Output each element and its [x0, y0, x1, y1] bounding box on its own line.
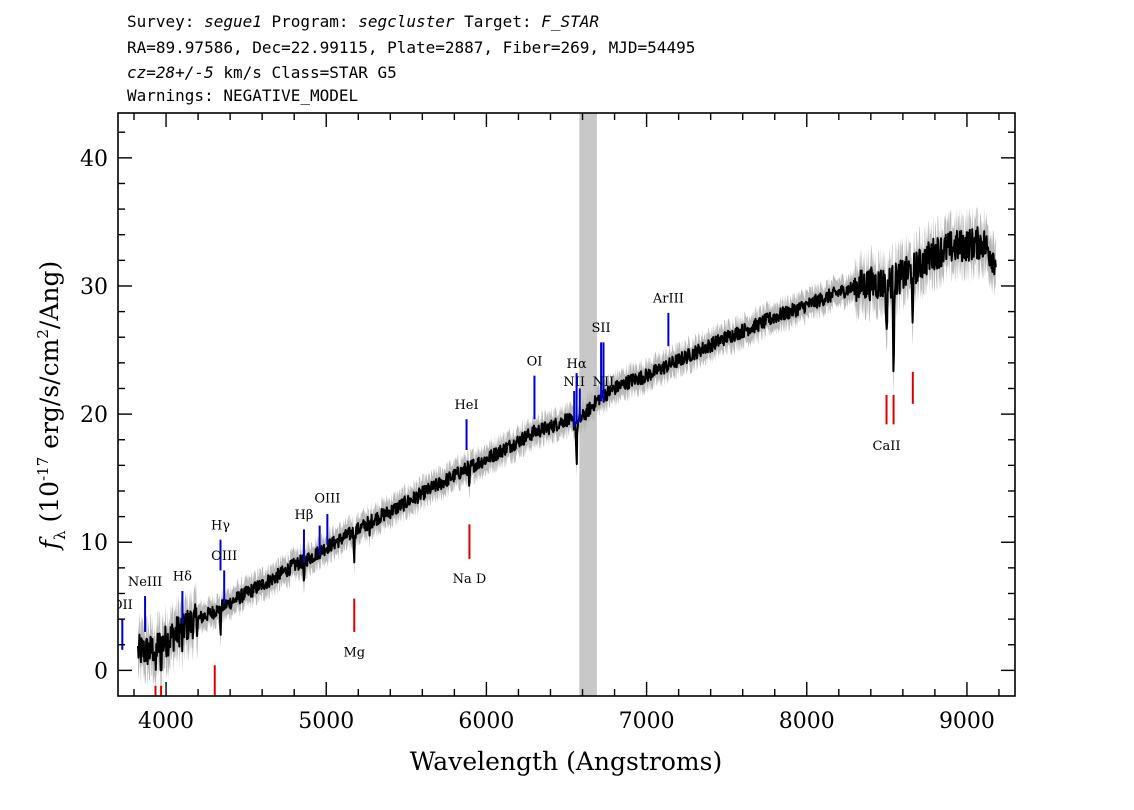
- header-line-warnings: Warnings: NEGATIVE_MODEL: [127, 86, 358, 105]
- cz-rest: km/s Class=STAR G5: [214, 63, 397, 82]
- y-tick-label: 0: [94, 659, 108, 684]
- y-axis-title: fλ (10-17 erg/s/cm2/Ang): [34, 261, 69, 551]
- y-tick-label: 40: [80, 147, 108, 172]
- emission-line-label: Hγ: [211, 518, 230, 533]
- emission-line-label: OIII: [211, 549, 237, 564]
- y-axis-unit-close: /Ang): [35, 261, 64, 329]
- x-tick-label: 4000: [138, 709, 194, 734]
- emission-line-label: NeIII: [128, 575, 162, 590]
- emission-line-label: OIII: [314, 492, 340, 507]
- plot-frame: [117, 112, 1016, 697]
- y-axis-unit-mid: erg/s/cm: [35, 338, 64, 456]
- y-axis-exponent: -17: [34, 457, 52, 481]
- x-tick-label: 5000: [298, 709, 354, 734]
- x-axis-title: Wavelength (Angstroms): [410, 747, 722, 776]
- header-line-survey: Survey: segue1 Program: segcluster Targe…: [127, 12, 599, 31]
- emission-line-label: NII: [563, 375, 585, 390]
- emission-line-label: OI: [527, 354, 543, 369]
- x-tick-label: 8000: [779, 709, 835, 734]
- flux-line: [137, 226, 997, 672]
- emission-line-label: NII: [593, 375, 615, 390]
- header-line-redshift: cz=28+/-5 km/s Class=STAR G5: [127, 63, 397, 82]
- header-line-coords: RA=89.97586, Dec=22.99115, Plate=2887, F…: [127, 38, 695, 57]
- x-tick-label: 6000: [458, 709, 514, 734]
- y-tick-label: 20: [80, 403, 108, 428]
- emission-line-label: SII: [592, 321, 611, 336]
- emission-line-label: ArIII: [652, 292, 684, 307]
- program-prefix: Program:: [262, 12, 358, 31]
- target-prefix: Target:: [455, 12, 542, 31]
- y-axis-symbol: f: [35, 536, 64, 551]
- emission-line-label: Hδ: [173, 570, 192, 585]
- survey-value: segue1: [204, 12, 262, 31]
- y-axis-unit-open: (10: [35, 481, 64, 531]
- axis-ticks: 4000 5000 6000 7000 8000 9000 0 10 20 30 40: [80, 113, 1015, 734]
- emission-line-label: OII: [112, 598, 133, 613]
- absorption-line-label: Mg: [343, 645, 365, 660]
- target-value: F_STAR: [541, 12, 599, 31]
- x-tick-label: 7000: [619, 709, 675, 734]
- emission-line-label: HeI: [454, 398, 478, 413]
- y-tick-label: 10: [80, 531, 108, 556]
- absorption-line-label: CaII: [873, 439, 901, 454]
- flux-error-band: [138, 204, 996, 694]
- program-value: segcluster: [358, 12, 455, 31]
- cz-value: cz=28+/-5: [127, 63, 214, 82]
- y-axis-sq: 2: [34, 329, 52, 339]
- survey-prefix: Survey:: [127, 12, 204, 31]
- y-tick-label: 30: [80, 275, 108, 300]
- y-axis-subscript: λ: [51, 530, 69, 540]
- x-tick-label: 9000: [939, 709, 995, 734]
- emission-line-label: Hβ: [295, 508, 314, 523]
- absorption-line-label: Na D: [453, 572, 487, 587]
- emission-line-label: Hα: [567, 357, 587, 372]
